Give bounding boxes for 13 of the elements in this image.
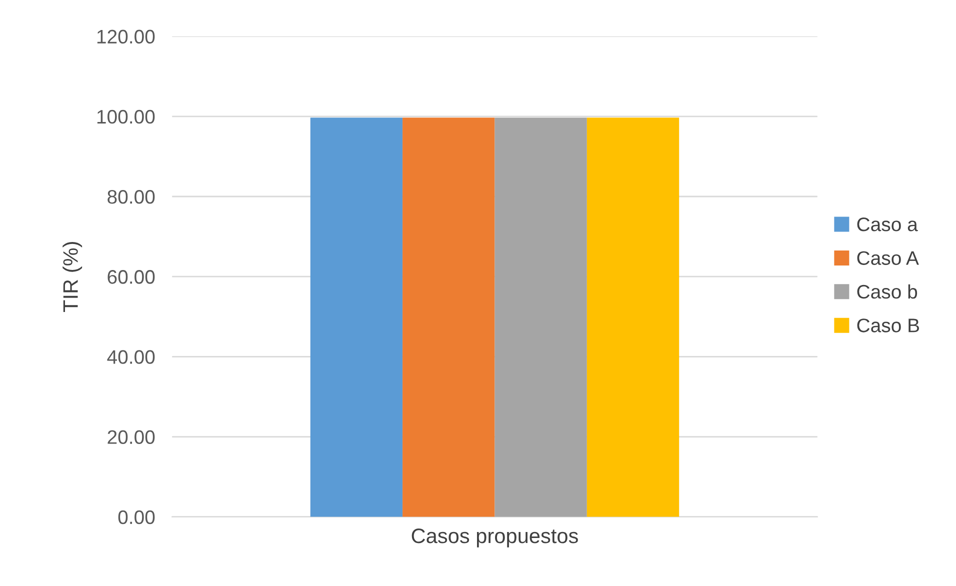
x-tick-label: Casos propuestos: [412, 528, 578, 548]
y-tick-label: 120.00: [97, 30, 155, 44]
y-tick-label: 80.00: [108, 190, 155, 204]
legend-label: Caso A: [857, 251, 919, 265]
y-axis-title: TIR (%): [62, 242, 82, 312]
y-tick-label: 100.00: [97, 110, 155, 124]
legend-label: Caso a: [857, 218, 918, 232]
y-tick-label: 0.00: [118, 510, 155, 524]
legend-label: Caso b: [857, 284, 918, 299]
y-tick-label: 60.00: [108, 270, 155, 284]
y-tick-label: 20.00: [108, 430, 155, 444]
y-tick-label: 40.00: [107, 350, 155, 364]
legend-label: Caso B: [857, 318, 920, 332]
